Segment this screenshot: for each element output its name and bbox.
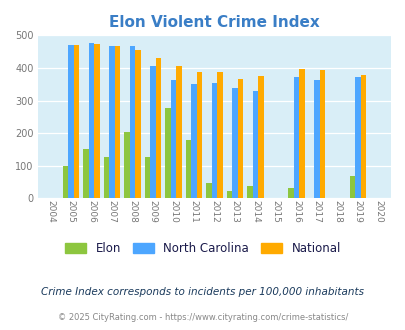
Bar — [130, 47, 135, 198]
Bar — [232, 88, 237, 198]
Bar — [293, 77, 299, 198]
Bar — [206, 183, 211, 198]
Bar — [354, 77, 360, 198]
Bar — [237, 79, 243, 198]
Bar — [145, 157, 150, 198]
Bar — [171, 80, 176, 198]
Bar — [211, 83, 217, 198]
Bar — [83, 149, 89, 198]
Bar — [150, 66, 156, 198]
Bar — [68, 46, 74, 198]
Bar — [288, 188, 293, 198]
Bar — [196, 72, 202, 198]
Bar — [258, 76, 263, 198]
Bar — [135, 50, 141, 198]
Title: Elon Violent Crime Index: Elon Violent Crime Index — [109, 15, 319, 30]
Bar — [109, 47, 115, 198]
Bar — [349, 177, 354, 198]
Bar — [319, 70, 325, 198]
Bar — [247, 186, 252, 198]
Bar — [360, 75, 366, 198]
Bar — [185, 140, 191, 198]
Bar — [313, 80, 319, 198]
Bar — [165, 108, 171, 198]
Text: © 2025 CityRating.com - https://www.cityrating.com/crime-statistics/: © 2025 CityRating.com - https://www.city… — [58, 313, 347, 322]
Bar — [115, 47, 120, 198]
Bar — [217, 72, 222, 198]
Bar — [124, 132, 130, 198]
Bar — [226, 191, 232, 198]
Text: Crime Index corresponds to incidents per 100,000 inhabitants: Crime Index corresponds to incidents per… — [41, 287, 364, 297]
Bar — [63, 166, 68, 198]
Bar — [176, 66, 181, 198]
Bar — [299, 69, 304, 198]
Legend: Elon, North Carolina, National: Elon, North Carolina, National — [60, 237, 345, 260]
Bar — [89, 43, 94, 198]
Bar — [74, 46, 79, 198]
Bar — [104, 157, 109, 198]
Bar — [156, 57, 161, 198]
Bar — [94, 44, 100, 198]
Bar — [252, 91, 258, 198]
Bar — [191, 84, 196, 198]
